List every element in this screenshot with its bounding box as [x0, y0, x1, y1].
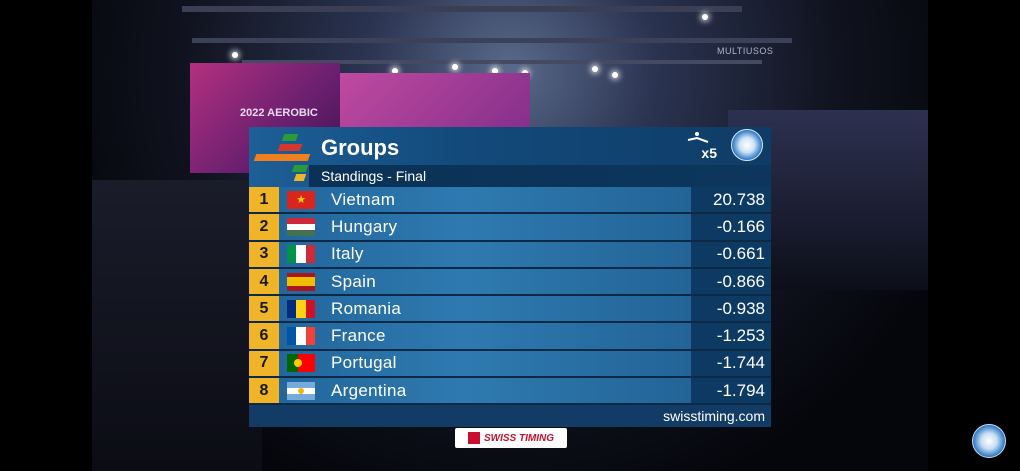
gymnast-icon: [687, 132, 709, 143]
results-scoreboard: Groups x5 Standings - Final 1 ★ Vietnam 20.…: [249, 127, 771, 428]
rank-badge: 5: [249, 296, 279, 324]
scoreboard-subtitle: Standings - Final: [321, 168, 427, 184]
rank-badge: 1: [249, 187, 279, 215]
country-name: Argentina: [331, 380, 407, 400]
country-bar: Spain: [279, 268, 691, 297]
france-flag-icon: [287, 327, 315, 346]
score-value: -0.938: [691, 296, 771, 324]
stage-light: [232, 52, 238, 58]
standings-row: 6 France -1.253: [249, 323, 771, 351]
standings-row: 7 Portugal -1.744: [249, 350, 771, 379]
stage-light: [592, 66, 598, 72]
hungary-flag-icon: [287, 217, 315, 236]
lighting-truss: [182, 6, 742, 12]
country-name: Hungary: [331, 216, 398, 236]
lighting-truss: [192, 38, 792, 43]
country-bar: France: [279, 323, 691, 351]
country-name: Portugal: [331, 353, 397, 373]
country-bar: Italy: [279, 241, 691, 269]
stage-light: [702, 14, 708, 20]
scoreboard-title: Groups: [321, 135, 400, 160]
sponsor-text: SWISS TIMING: [484, 432, 554, 444]
sponsor-logo: SWISS TIMING: [455, 428, 567, 448]
country-bar: Argentina: [279, 378, 691, 406]
country-bar: Hungary: [279, 214, 691, 242]
rank-badge: 7: [249, 350, 279, 379]
score-value: -0.866: [691, 268, 771, 297]
arena-stands-left: [92, 180, 262, 471]
provider-url: swisstiming.com: [663, 408, 765, 425]
standings-list: 1 ★ Vietnam 20.738 2 Hungary -0.166 3 Italy -0.66…: [249, 187, 771, 406]
country-name: Romania: [331, 298, 402, 318]
argentina-flag-icon: [287, 381, 315, 400]
portugal-flag-icon: [287, 354, 315, 373]
standings-row: 3 Italy -0.661: [249, 241, 771, 269]
stage-light: [612, 72, 618, 78]
country-bar: Portugal: [279, 350, 691, 379]
rank-badge: 2: [249, 214, 279, 242]
spain-flag-icon: [287, 272, 315, 291]
event-banner-text: 2022 AEROBIC: [240, 107, 318, 119]
country-bar: Romania: [279, 296, 691, 324]
country-name: Vietnam: [331, 189, 396, 209]
standings-row: 2 Hungary -0.166: [249, 214, 771, 242]
score-value: -0.166: [691, 214, 771, 242]
score-value: -1.253: [691, 323, 771, 351]
rank-badge: 3: [249, 241, 279, 269]
rank-badge: 4: [249, 268, 279, 297]
rank-badge: 8: [249, 378, 279, 406]
standings-row: 1 ★ Vietnam 20.738: [249, 187, 771, 215]
score-value: -0.661: [691, 241, 771, 269]
country-name: Italy: [331, 244, 364, 264]
stage-light: [492, 68, 498, 74]
country-name: France: [331, 326, 386, 346]
country-bar: ★ Vietnam: [279, 187, 691, 215]
score-value: -1.794: [691, 378, 771, 406]
event-logo-icon: [253, 132, 313, 184]
stage-light: [392, 68, 398, 74]
standings-row: 5 Romania -0.938: [249, 296, 771, 324]
country-name: Spain: [331, 271, 376, 291]
score-value: 20.738: [691, 187, 771, 215]
vietnam-flag-icon: ★: [287, 190, 315, 209]
subtitle-bar: Standings - Final: [309, 165, 771, 187]
fig-globe-logo-icon: [731, 129, 763, 161]
standings-row: 8 Argentina -1.794: [249, 378, 771, 406]
lighting-truss: [242, 60, 762, 64]
venue-sign: MULTIUSOS: [717, 46, 774, 56]
group-size-label: x5: [701, 145, 717, 161]
italy-flag-icon: [287, 245, 315, 264]
rank-badge: 6: [249, 323, 279, 351]
swiss-timing-icon: [468, 432, 480, 444]
scoreboard-footer: swisstiming.com: [249, 405, 771, 428]
score-value: -1.744: [691, 350, 771, 379]
romania-flag-icon: [287, 299, 315, 318]
broadcaster-globe-logo-icon: [972, 424, 1006, 458]
standings-row: 4 Spain -0.866: [249, 268, 771, 297]
scoreboard-header: Groups x5 Standings - Final: [249, 127, 771, 187]
stage-light: [452, 64, 458, 70]
